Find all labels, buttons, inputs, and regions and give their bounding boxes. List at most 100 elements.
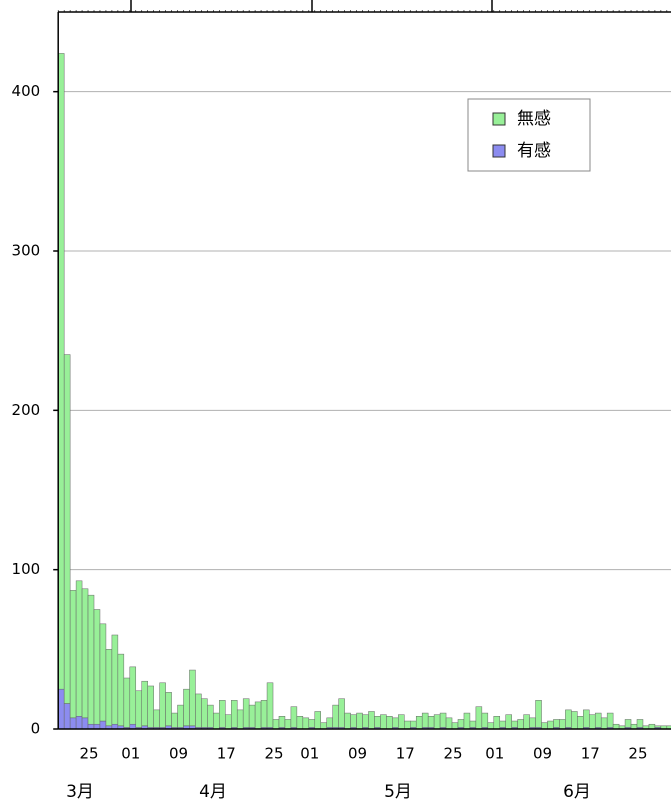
x-tick-label: 09: [348, 745, 367, 763]
bar-segment: [302, 717, 310, 730]
bar-segment: [123, 677, 131, 728]
bar-segment: [463, 712, 471, 730]
y-tick-label: 200: [12, 401, 41, 419]
bar-segment: [338, 698, 345, 728]
bar-segment: [242, 698, 250, 728]
bar-segment: [398, 714, 405, 730]
bar-segment: [332, 704, 339, 728]
bar-segment: [99, 623, 107, 722]
bar-segment: [117, 653, 125, 727]
bar-segment: [81, 588, 89, 719]
bar-segment: [99, 720, 107, 730]
bar-segment: [266, 682, 274, 728]
bar-segment: [147, 685, 154, 728]
legend-swatch: [492, 112, 506, 126]
bar-segment: [236, 709, 244, 730]
bar-segment: [314, 711, 321, 730]
bar-segment: [189, 669, 196, 727]
x-tick-label: 01: [121, 745, 140, 763]
x-tick-label: 01: [300, 745, 319, 763]
y-tick-label: 0: [31, 720, 41, 738]
bar-segment: [404, 720, 411, 730]
bar-segment: [654, 725, 662, 728]
bar-segment: [374, 716, 381, 728]
bar-segment: [69, 590, 77, 719]
x-tick-label: 09: [533, 745, 552, 763]
bar-segment: [523, 714, 530, 730]
bar-segment: [380, 714, 387, 730]
bar-segment: [81, 717, 89, 730]
bar-segment: [87, 594, 95, 725]
bar-segment: [571, 711, 578, 730]
x-tick-label: 09: [169, 745, 188, 763]
bar-segment: [392, 717, 399, 728]
bar-segment: [469, 720, 477, 728]
bar-segment: [481, 712, 489, 728]
y-tick-label: 400: [12, 82, 41, 100]
bar-segment: [69, 717, 77, 730]
bar-segment: [535, 700, 542, 728]
bar-segment: [290, 706, 298, 728]
bar-segment: [511, 720, 518, 728]
legend-label: 無感: [517, 109, 551, 129]
bar-segment: [177, 704, 184, 728]
bar-segment: [344, 712, 351, 730]
bar-segment: [105, 649, 113, 727]
bar-segment: [213, 712, 220, 730]
bar-segment: [260, 700, 268, 728]
bar-segment: [529, 717, 536, 728]
bar-segment: [541, 722, 548, 730]
bar-segment: [57, 53, 65, 690]
bar-segment: [368, 711, 375, 730]
bar-segment: [207, 704, 214, 728]
bar-segment: [326, 717, 333, 728]
bar-segment: [415, 716, 423, 730]
bar-segment: [129, 666, 137, 725]
bar-segment: [153, 709, 160, 728]
bar-segment: [230, 700, 238, 728]
bar-segment: [487, 722, 495, 730]
bar-segment: [75, 716, 83, 730]
x-group-label: 4月: [199, 782, 227, 802]
bar-segment: [505, 714, 512, 730]
bar-segment: [248, 704, 256, 728]
bar-segment: [386, 716, 393, 730]
x-tick-label: 17: [396, 745, 415, 763]
bar-segment: [75, 580, 83, 717]
legend-box: [467, 98, 591, 172]
legend-swatch: [492, 144, 506, 158]
legend-label: 有感: [517, 141, 551, 161]
bar-segment: [57, 688, 65, 730]
y-tick-label: 100: [12, 560, 41, 578]
bar-segment: [63, 703, 71, 730]
bar-segment: [219, 700, 226, 728]
bar-segment: [225, 714, 232, 730]
bar-segment: [195, 693, 202, 728]
bar-segment: [606, 712, 614, 728]
bar-segment: [272, 719, 280, 730]
x-group-label: 5月: [384, 782, 412, 802]
bar-segment: [201, 698, 208, 728]
bar-segment: [427, 716, 435, 728]
bar-segment: [517, 719, 524, 730]
bar-segment: [320, 722, 327, 730]
bar-segment: [278, 716, 286, 728]
bar-segment: [350, 714, 357, 728]
bar-segment: [433, 714, 441, 730]
bar-segment: [600, 717, 608, 730]
bar-segment: [594, 712, 602, 728]
bar-segment: [493, 716, 501, 730]
bar-segment: [171, 712, 178, 728]
bar-segment: [559, 719, 566, 730]
bar-segment: [457, 719, 465, 728]
bar-segment: [165, 692, 172, 727]
bar-segment: [93, 609, 101, 725]
bar-segment: [445, 717, 453, 730]
bar-segment: [565, 709, 572, 728]
bar-segment: [254, 701, 262, 730]
bar-segment: [183, 688, 190, 727]
bar-segment: [583, 709, 590, 728]
bar-segment: [296, 716, 304, 730]
x-tick-label: 17: [581, 745, 600, 763]
